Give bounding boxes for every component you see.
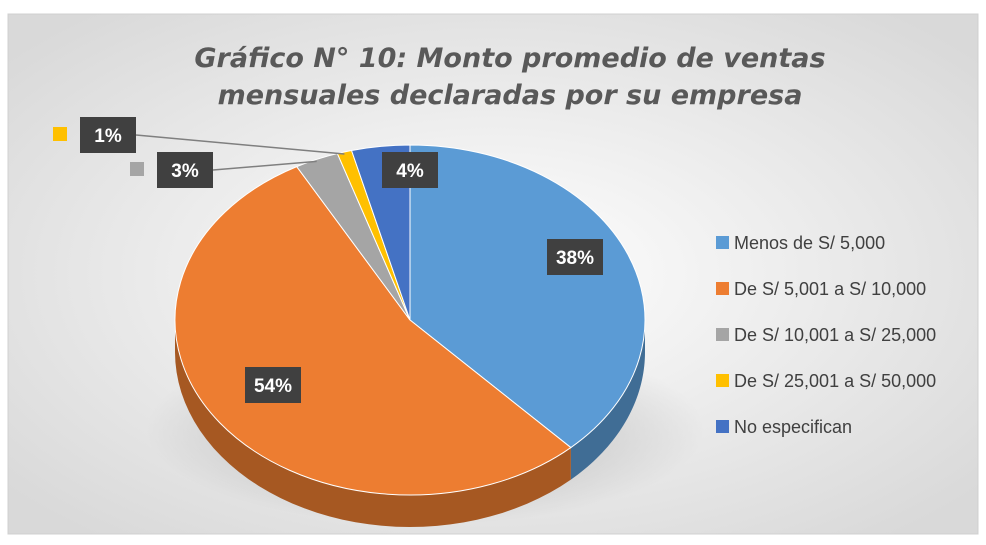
- legend-label: De S/ 10,001 a S/ 25,000: [734, 325, 936, 345]
- data-label-box: [80, 117, 136, 153]
- data-label-box: [245, 367, 301, 403]
- slice: [409, 144, 646, 449]
- legend-label: De S/ 5,001 a S/ 10,000: [734, 279, 926, 299]
- chart-title: Gráfico N° 10: Monto promedio de ventas …: [194, 43, 826, 111]
- slice-side: [175, 320, 571, 527]
- pie: [174, 144, 646, 527]
- slice-side: [570, 320, 645, 480]
- data-label: 4%: [396, 161, 424, 182]
- legend-swatch: [716, 236, 729, 249]
- legend-label: Menos de S/ 5,000: [734, 233, 885, 253]
- legend: Menos de S/ 5,000 De S/ 5,001 a S/ 10,000…: [716, 233, 936, 437]
- slice: [350, 144, 411, 321]
- leader-line: [212, 160, 317, 171]
- data-label: 3%: [171, 161, 199, 182]
- legend-label: No especifican: [734, 417, 852, 437]
- legend-swatch: [716, 328, 729, 341]
- data-label-box: [157, 152, 213, 188]
- data-label: 54%: [254, 376, 292, 397]
- data-labels: 38% 54% 3% 1% 4%: [53, 117, 603, 403]
- legend-swatch: [716, 374, 729, 387]
- leader-line: [135, 134, 345, 155]
- slice: [174, 166, 572, 496]
- data-label: 38%: [556, 248, 594, 269]
- legend-swatch: [716, 282, 729, 295]
- legend-label: De S/ 25,001 a S/ 50,000: [734, 371, 936, 391]
- data-label: 1%: [94, 126, 122, 147]
- data-label-box: [547, 239, 603, 275]
- legend-swatch: [716, 420, 729, 433]
- legend-key: [53, 127, 67, 141]
- legend-key: [130, 162, 144, 176]
- data-label-box: [382, 152, 438, 188]
